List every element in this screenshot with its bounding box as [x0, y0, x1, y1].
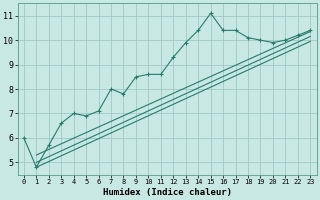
- X-axis label: Humidex (Indice chaleur): Humidex (Indice chaleur): [103, 188, 232, 197]
